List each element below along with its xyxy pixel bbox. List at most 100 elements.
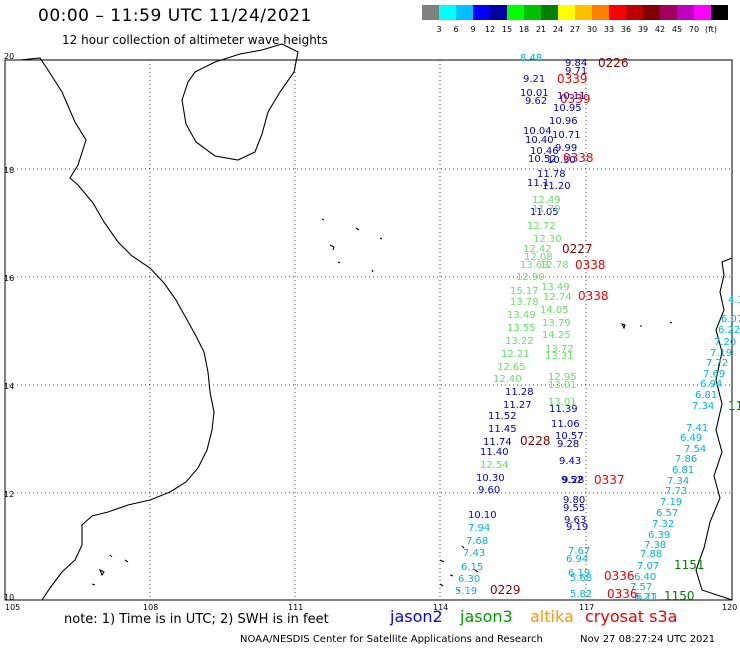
graticule (5, 60, 732, 600)
legend-jason2: jason2 (390, 607, 443, 626)
coastline (19, 43, 733, 601)
swh-label: 13.69 (520, 260, 549, 271)
time-label: 0226 (598, 56, 629, 70)
swh-label: 13.01 (548, 397, 577, 408)
swh-label: 11.06 (551, 419, 580, 430)
swh-label: 5.82 (570, 589, 592, 600)
swh-label: 13.49 (507, 310, 536, 321)
scale-swatch (694, 5, 711, 20)
spratly-islands (439, 545, 479, 592)
scale-label: 15 (501, 25, 513, 34)
lat-label-20: 20 (4, 52, 14, 61)
hainan-coastline (181, 43, 299, 161)
swh-label: 11.74 (483, 437, 512, 448)
time-label: 0338 (563, 151, 594, 165)
swh-label: 12.30 (533, 234, 562, 245)
scale-swatch (660, 5, 677, 20)
swh-label: 12.65 (497, 362, 526, 373)
swh-label: 6.11 (636, 592, 658, 603)
swh-label: 9.21 (523, 74, 545, 85)
scale-label: 9 (470, 25, 476, 34)
scale-label: 3 (436, 25, 442, 34)
footer-credit: NOAA/NESDIS Center for Satellite Applica… (240, 634, 543, 645)
swh-label: 6.19 (568, 568, 590, 579)
time-label: 0339 (560, 92, 591, 106)
swh-label: 11.1 (527, 178, 549, 189)
swh-label: 13.78 (510, 297, 539, 308)
swh-label: 9.80 (563, 495, 585, 506)
lon-label-111: 111 (288, 603, 303, 612)
scale-swatch (439, 5, 456, 20)
scale-label: 39 (637, 25, 649, 34)
scale-label: 36 (620, 25, 632, 34)
scale-label: 12 (484, 25, 496, 34)
swh-label: 9.19 (566, 522, 588, 533)
swh-label: 13.72 (545, 344, 574, 355)
swh-label: 7.54 (684, 444, 706, 455)
swh-label: 10.10 (468, 510, 497, 521)
footnote: note: 1) Time is in UTC; 2) SWH is in fe… (64, 612, 329, 627)
swh-label: 13.01 (548, 380, 577, 391)
lat-label-16: 16 (4, 274, 14, 283)
swh-label: 8.48 (520, 53, 542, 64)
swh-label: 6.30 (458, 574, 480, 585)
lon-label-114: 114 (433, 603, 448, 612)
scale-swatch (524, 5, 541, 20)
swh-label: 14.05 (540, 305, 569, 316)
time-label: 1150 (664, 589, 695, 603)
map-frame (4, 59, 733, 601)
swh-label: 11.45 (488, 424, 517, 435)
time-label: 0229 (490, 583, 521, 597)
footer-timestamp: Nov 27 08:27:24 UTC 2021 (580, 634, 716, 645)
swh-label: 7.86 (675, 454, 697, 465)
swh-label: 7.41 (686, 423, 708, 434)
track-jason2-south: 11.39 11.06 10.57 9.28 9.43 9.52 9.80 9.… (549, 404, 588, 533)
swh-label: 6.57 (656, 508, 678, 519)
scale-swatch (677, 5, 694, 20)
scale-label: 27 (569, 25, 581, 34)
swh-label: 12.74 (543, 292, 572, 303)
swh-label: 7.38 (644, 540, 666, 551)
swh-label: 9.28 (557, 439, 579, 450)
swh-label: 10.04 (523, 126, 552, 137)
chart-subtitle: 12 hour collection of altimeter wave hei… (62, 33, 328, 47)
swh-label: 6.81 (695, 390, 717, 401)
scale-swatch (643, 5, 660, 20)
swh-label: 11.20 (542, 181, 571, 192)
scale-swatch (507, 5, 524, 20)
swh-label: 7.94 (468, 523, 490, 534)
swh-label: 11.79 (532, 204, 561, 215)
swh-label: 11.40 (480, 447, 509, 458)
scale-label: 30 (586, 25, 598, 34)
time-label: 0338 (578, 289, 609, 303)
swh-label: 7.72 (706, 358, 728, 369)
track-altika-south: 7.94 7.68 7.43 6.15 6.30 5.19 7.67 6.94 … (455, 523, 656, 603)
scale-label: 33 (603, 25, 615, 34)
scale-label: 42 (654, 25, 666, 34)
vietnam-coastline (19, 57, 215, 601)
scale-label: 21 (535, 25, 547, 34)
swh-label: 7.68 (466, 536, 488, 547)
swh-label: 7.73 (665, 486, 687, 497)
swh-label: 12.54 (480, 460, 509, 471)
track-jason3-east: 13.49 12.74 14.05 13.79 14.25 13.72 13.3… (540, 282, 577, 408)
track-jason2-mid: 11.78 11.1 11.20 11.05 11.28 11.27 11.52… (468, 169, 571, 521)
swh-label: 6.94 (700, 379, 722, 390)
small-islands-east (620, 321, 673, 330)
swh-label: 7.20 (714, 337, 736, 348)
swh-label: 9.62 (525, 96, 547, 107)
track-altika-east: 4.31 6.07 6.22 7.20 7.19 7.72 7.69 6.94 … (630, 295, 740, 603)
swh-label: 7.67 (568, 546, 590, 557)
swh-label: 12.40 (493, 374, 522, 385)
swh-label: 10.40 (525, 135, 554, 146)
scale-swatch (558, 5, 575, 20)
swh-label: 6.22 (718, 325, 740, 336)
swh-label: 5.19 (455, 586, 477, 597)
lon-label-105: 105 (5, 603, 20, 612)
time-label: 0228 (520, 434, 551, 448)
lat-label-10: 10 (4, 593, 14, 602)
luzon-coastline (695, 257, 733, 601)
lat-label-18: 18 (4, 166, 14, 175)
swh-label: 11.39 (549, 404, 578, 415)
time-label: 0227 (562, 242, 593, 256)
